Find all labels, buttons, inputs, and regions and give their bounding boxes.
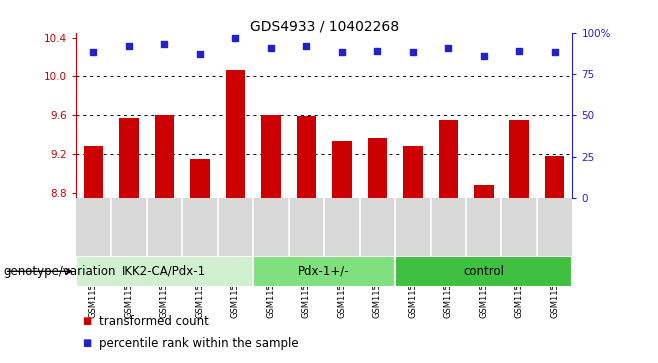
Text: ■: ■ — [82, 338, 91, 348]
Text: percentile rank within the sample: percentile rank within the sample — [99, 337, 298, 350]
Point — [124, 43, 134, 49]
Bar — [395, 256, 572, 287]
Bar — [190, 159, 210, 198]
Bar — [545, 156, 565, 198]
Text: control: control — [463, 265, 504, 278]
Bar — [84, 146, 103, 198]
Bar — [509, 120, 529, 198]
Point — [478, 53, 489, 59]
Text: transformed count: transformed count — [99, 315, 209, 328]
Bar — [119, 118, 139, 198]
Bar — [261, 115, 280, 198]
Text: Pdx-1+/-: Pdx-1+/- — [298, 265, 350, 278]
Bar — [332, 142, 351, 198]
Point — [230, 35, 241, 41]
Point — [195, 51, 205, 57]
Bar — [403, 146, 422, 198]
Text: GDS4933 / 10402268: GDS4933 / 10402268 — [249, 20, 399, 34]
Bar — [253, 256, 395, 287]
Point — [88, 50, 99, 56]
Bar — [297, 116, 316, 198]
Point — [443, 45, 453, 50]
Point — [301, 43, 312, 49]
Point — [514, 48, 524, 54]
Point — [372, 48, 382, 54]
Text: IKK2-CA/Pdx-1: IKK2-CA/Pdx-1 — [122, 265, 207, 278]
Point — [407, 50, 418, 56]
Bar — [368, 138, 387, 198]
Bar — [474, 185, 494, 198]
Point — [266, 45, 276, 50]
Text: genotype/variation: genotype/variation — [3, 265, 116, 278]
Bar — [226, 70, 245, 198]
Bar — [155, 115, 174, 198]
Text: ■: ■ — [82, 316, 91, 326]
Point — [159, 41, 170, 47]
Bar — [76, 256, 253, 287]
Bar — [438, 120, 458, 198]
Point — [549, 50, 560, 56]
Point — [336, 50, 347, 56]
